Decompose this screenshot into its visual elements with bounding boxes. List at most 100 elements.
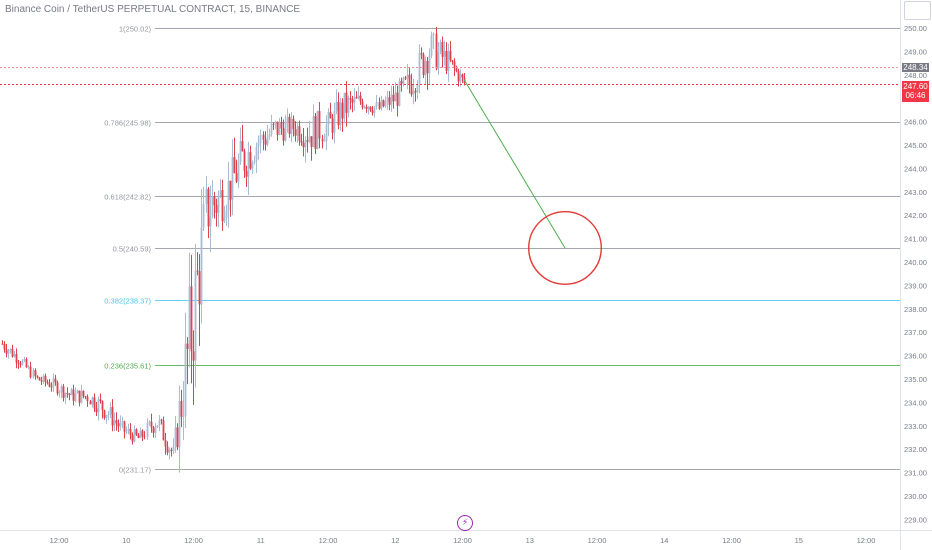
price-tick-label: 248.00 <box>904 71 927 80</box>
candle-body <box>398 80 401 106</box>
candle-body <box>80 390 83 403</box>
price-tick-label: 237.00 <box>904 328 927 337</box>
fib-level-label: 0(231.17) <box>119 466 152 475</box>
candle-body <box>457 71 460 82</box>
target-circle[interactable] <box>528 210 602 285</box>
candle-body <box>119 422 122 427</box>
prev-close-price-label: 248.34 <box>902 63 929 72</box>
candle-body <box>127 428 130 431</box>
candle-body <box>25 359 28 368</box>
candle-body <box>255 147 258 161</box>
candle-body <box>219 190 222 196</box>
candle-body <box>227 180 230 211</box>
price-tick-label: 229.00 <box>904 515 927 524</box>
candle-body <box>93 397 96 409</box>
symbol-title: Binance Coin / TetherUS PERPETUAL CONTRA… <box>5 4 301 15</box>
candle-body <box>278 122 281 135</box>
candle-body <box>361 101 364 108</box>
candle-body <box>268 134 271 137</box>
candle-body <box>418 53 421 85</box>
candle-body <box>371 110 374 113</box>
candle-body <box>455 68 458 72</box>
candle-body <box>64 392 67 398</box>
price-tick-label: 232.00 <box>904 445 927 454</box>
candle-body <box>32 370 35 378</box>
candle-body <box>416 84 419 93</box>
price-axis[interactable]: 250.00249.00248.00247.00246.00245.00244.… <box>904 24 927 524</box>
candle-body <box>298 126 301 141</box>
lightning-icon[interactable]: ⚡ <box>457 515 473 531</box>
price-tick-label: 234.00 <box>904 398 927 407</box>
candle-body <box>302 142 305 148</box>
candle-body <box>121 421 124 423</box>
candle-body <box>17 362 20 364</box>
candle-body <box>52 378 55 387</box>
candle-body <box>386 97 389 102</box>
candle-body <box>202 203 205 228</box>
candle-body <box>345 92 348 113</box>
price-tick-label: 242.00 <box>904 211 927 220</box>
candle-body <box>82 390 85 397</box>
time-tick-label: 11 <box>257 536 265 545</box>
candle-body <box>178 400 181 448</box>
candle-body <box>78 390 81 403</box>
candle-body <box>447 50 450 71</box>
candle-body <box>459 74 462 82</box>
candle-body <box>453 61 456 69</box>
candle-body <box>449 50 452 61</box>
time-tick-label: 12:00 <box>50 536 69 545</box>
candle-body <box>5 349 8 354</box>
candle-body <box>335 101 338 111</box>
candle-body <box>123 421 126 432</box>
bar-countdown: 06:46 <box>905 91 926 100</box>
candle-body <box>91 397 94 405</box>
price-tick-label: 233.00 <box>904 422 927 431</box>
candle-body <box>162 420 165 441</box>
candle-body <box>221 190 224 222</box>
chart-settings-button[interactable] <box>904 1 931 20</box>
candle-body <box>375 101 378 107</box>
plot-area[interactable]: 1(250.02) 0.786(245.98) 0.618(242.82) 0.5(2… <box>0 25 900 475</box>
candle-body <box>290 118 293 134</box>
candle-body <box>198 271 201 305</box>
candle-body <box>318 110 321 139</box>
candle-body <box>432 33 435 36</box>
candle-body <box>292 118 295 130</box>
candle-body <box>74 393 77 401</box>
candle-body <box>264 139 267 145</box>
candle-body <box>217 195 220 213</box>
candle-body <box>190 286 193 352</box>
candle-body <box>76 390 79 394</box>
time-axis[interactable]: 12:00 10 12:00 11 12:00 12 12:00 13 12:00 14 12:00… <box>50 536 876 545</box>
candle-body <box>176 427 179 448</box>
candle-body <box>174 427 177 447</box>
candle-body <box>357 95 360 99</box>
time-tick-label: 12:00 <box>453 536 472 545</box>
trend-line[interactable] <box>463 79 566 249</box>
candle-body <box>349 98 352 100</box>
candle-body <box>3 344 6 350</box>
candle-body <box>235 172 238 182</box>
candle-body <box>70 389 73 396</box>
price-tick-label: 230.00 <box>904 492 927 501</box>
candle-body <box>109 407 112 415</box>
candle-body <box>321 138 324 142</box>
candle-body <box>40 380 43 382</box>
candle-body <box>160 419 163 421</box>
fib-retracement[interactable]: 1(250.02) 0.786(245.98) 0.618(242.82) 0.5(2… <box>104 25 900 475</box>
price-tick-label: 249.00 <box>904 47 927 56</box>
candle-body <box>23 359 26 361</box>
candle-body <box>150 421 153 428</box>
candle-body <box>196 270 199 272</box>
last-price-value: 247.60 <box>903 82 928 91</box>
time-tick-label: 14 <box>660 536 668 545</box>
candle-body <box>48 383 51 387</box>
drawings[interactable] <box>463 79 602 285</box>
candle-body <box>133 429 136 442</box>
candle-body <box>422 54 425 76</box>
candle-body <box>200 227 203 305</box>
candle-body <box>339 102 342 126</box>
candle-body <box>241 141 244 152</box>
candle-body <box>107 414 110 416</box>
